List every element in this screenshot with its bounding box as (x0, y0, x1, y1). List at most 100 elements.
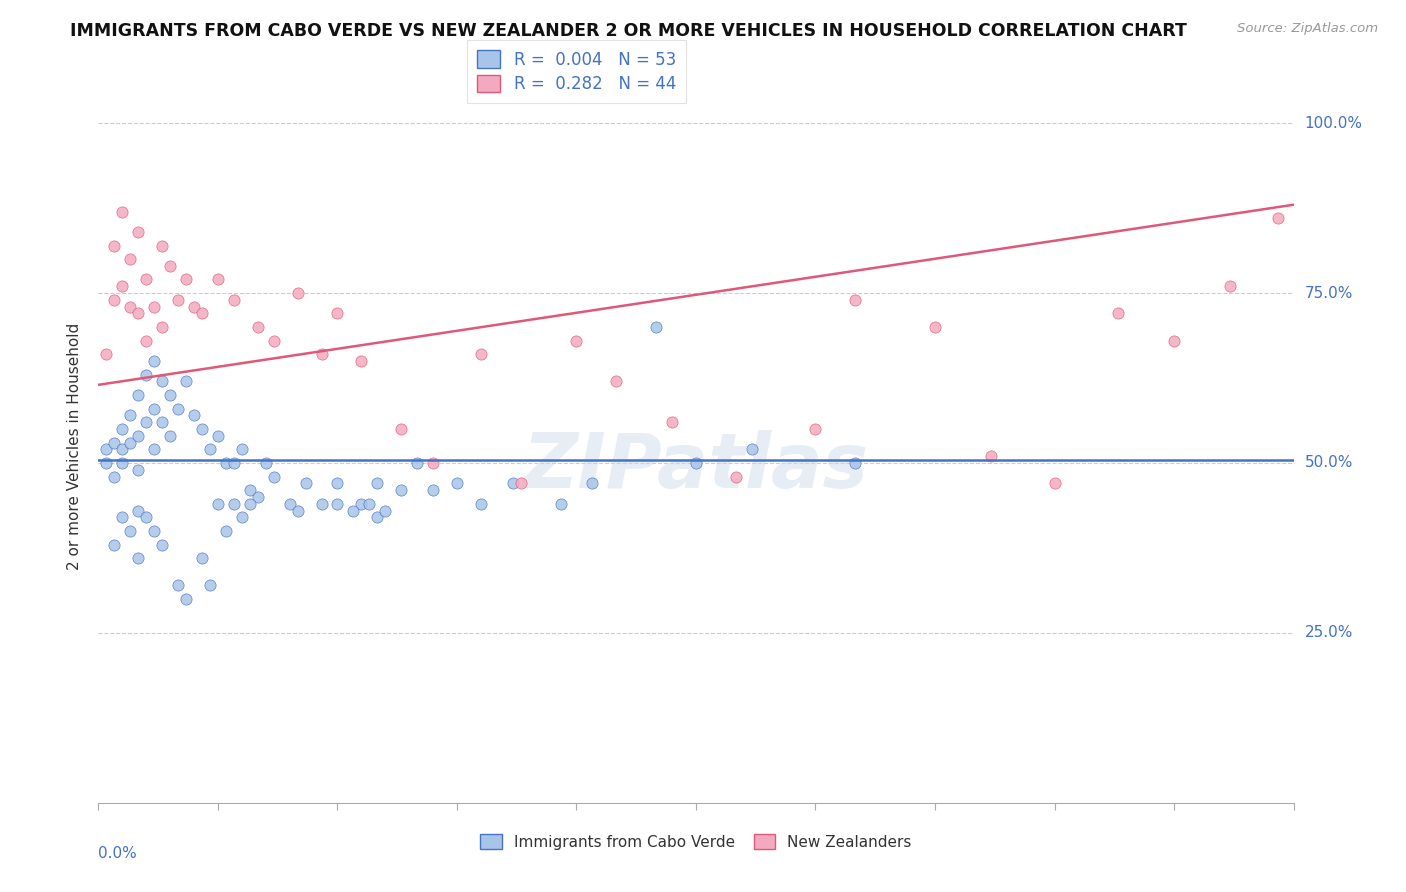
Point (231, 510, 253, 524)
Point (605, 375, 627, 389)
Point (150, 375, 173, 389)
Point (174, 272, 197, 286)
Point (150, 415, 173, 429)
Text: 100.0%: 100.0% (1305, 116, 1362, 131)
Text: Source: ZipAtlas.com: Source: ZipAtlas.com (1237, 22, 1378, 36)
Point (389, 483, 412, 498)
Point (263, 469, 285, 483)
Text: 0.0%: 0.0% (98, 846, 138, 861)
Point (103, 293, 125, 307)
Point (174, 591, 197, 606)
Text: ZIPatlas: ZIPatlas (523, 431, 869, 504)
Point (231, 442, 253, 457)
Point (222, 456, 245, 470)
Point (804, 422, 827, 436)
Text: 50.0%: 50.0% (1305, 456, 1353, 470)
Point (724, 469, 747, 483)
Point (366, 476, 388, 491)
Point (294, 476, 316, 491)
Point (127, 306, 149, 320)
Point (844, 456, 866, 470)
Point (1163, 334, 1185, 348)
Point (143, 300, 166, 314)
Point (239, 483, 262, 498)
Point (111, 422, 134, 436)
Point (167, 401, 190, 416)
Point (342, 503, 364, 517)
Point (183, 300, 205, 314)
Point (509, 476, 531, 491)
Point (111, 510, 134, 524)
Point (127, 503, 149, 517)
Point (207, 497, 229, 511)
Point (198, 578, 221, 592)
Point (326, 306, 349, 320)
Point (254, 456, 277, 470)
Point (127, 429, 149, 443)
Point (550, 497, 572, 511)
Point (159, 429, 181, 443)
Point (150, 320, 173, 334)
Point (127, 551, 149, 566)
Point (127, 388, 149, 402)
Point (326, 476, 349, 491)
Point (111, 442, 134, 457)
Point (135, 334, 157, 348)
Point (422, 456, 444, 470)
Text: IMMIGRANTS FROM CABO VERDE VS NEW ZEALANDER 2 OR MORE VEHICLES IN HOUSEHOLD CORR: IMMIGRANTS FROM CABO VERDE VS NEW ZEALAN… (70, 22, 1187, 40)
Point (239, 497, 262, 511)
Point (278, 497, 301, 511)
Point (222, 497, 245, 511)
Point (311, 347, 333, 361)
Point (406, 456, 429, 470)
Point (143, 354, 166, 368)
Point (470, 347, 492, 361)
Point (389, 422, 412, 436)
Point (135, 368, 157, 382)
Point (183, 409, 205, 423)
Point (470, 497, 492, 511)
Point (135, 510, 157, 524)
Point (207, 429, 229, 443)
Point (326, 497, 349, 511)
Point (844, 293, 866, 307)
Point (422, 483, 444, 498)
Point (143, 524, 166, 538)
Point (350, 354, 373, 368)
Text: 25.0%: 25.0% (1305, 625, 1353, 640)
Point (150, 238, 173, 252)
Point (741, 442, 763, 457)
Point (191, 551, 214, 566)
Point (215, 456, 238, 470)
Point (287, 503, 309, 517)
Point (215, 524, 238, 538)
Point (167, 578, 190, 592)
Legend: Immigrants from Cabo Verde, New Zealanders: Immigrants from Cabo Verde, New Zealande… (474, 828, 918, 855)
Point (287, 286, 309, 301)
Point (103, 238, 125, 252)
Point (980, 449, 1002, 463)
Point (96, 456, 118, 470)
Point (120, 524, 142, 538)
Point (111, 456, 134, 470)
Point (103, 537, 125, 551)
Point (111, 279, 134, 293)
Point (96, 442, 118, 457)
Point (359, 497, 381, 511)
Point (120, 435, 142, 450)
Point (1267, 211, 1289, 226)
Point (135, 415, 157, 429)
Point (1043, 476, 1066, 491)
Point (120, 300, 142, 314)
Point (661, 415, 683, 429)
Point (143, 401, 166, 416)
Point (150, 537, 173, 551)
Point (174, 375, 197, 389)
Point (167, 293, 190, 307)
Point (103, 435, 125, 450)
Point (311, 497, 333, 511)
Point (350, 497, 373, 511)
Point (366, 510, 388, 524)
Text: 75.0%: 75.0% (1305, 285, 1353, 301)
Point (127, 463, 149, 477)
